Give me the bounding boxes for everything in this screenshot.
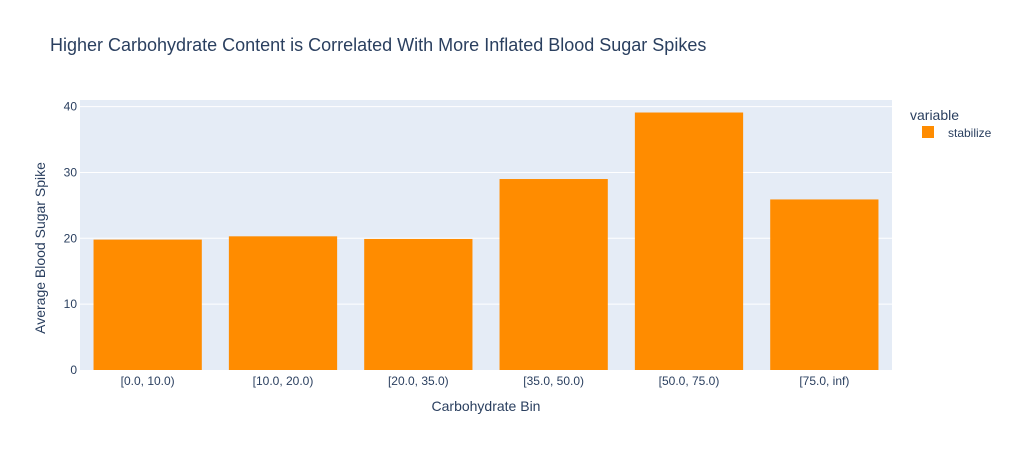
legend-title: variable xyxy=(910,107,959,123)
y-tick-label: 0 xyxy=(70,363,77,377)
gridlines xyxy=(80,106,892,305)
legend-item-stabilize[interactable]: stabilize xyxy=(948,126,992,140)
bar[interactable] xyxy=(228,236,338,370)
x-axis-title: Carbohydrate Bin xyxy=(432,398,541,414)
bar[interactable] xyxy=(93,239,202,370)
legend-swatch[interactable] xyxy=(922,126,934,138)
bar[interactable] xyxy=(499,179,608,370)
x-tick-label: [50.0, 75.0) xyxy=(659,374,720,388)
x-axis-ticks: [0.0, 10.0) [10.0, 20.0) [20.0, 35.0) [35.0… xyxy=(121,374,850,388)
x-tick-label: [75.0, inf) xyxy=(799,374,849,388)
x-tick-label: [35.0, 50.0) xyxy=(523,374,584,388)
y-axis-ticks: 0 10 20 30 40 xyxy=(64,100,78,377)
x-tick-label: [10.0, 20.0) xyxy=(253,374,314,388)
bars xyxy=(93,112,879,370)
bar[interactable] xyxy=(634,112,744,370)
legend: variable stabilize xyxy=(910,107,992,140)
x-tick-label: [20.0, 35.0) xyxy=(388,374,449,388)
bar[interactable] xyxy=(770,199,879,370)
bar[interactable] xyxy=(364,238,473,370)
chart-title: Higher Carbohydrate Content is Correlate… xyxy=(50,35,706,55)
y-axis-title: Average Blood Sugar Spike xyxy=(32,162,48,334)
plot-area xyxy=(80,100,892,370)
x-tick-label: [0.0, 10.0) xyxy=(121,374,175,388)
y-tick-label: 20 xyxy=(64,231,78,245)
y-tick-label: 40 xyxy=(64,100,78,114)
y-tick-label: 30 xyxy=(64,165,78,179)
y-tick-label: 10 xyxy=(64,297,78,311)
